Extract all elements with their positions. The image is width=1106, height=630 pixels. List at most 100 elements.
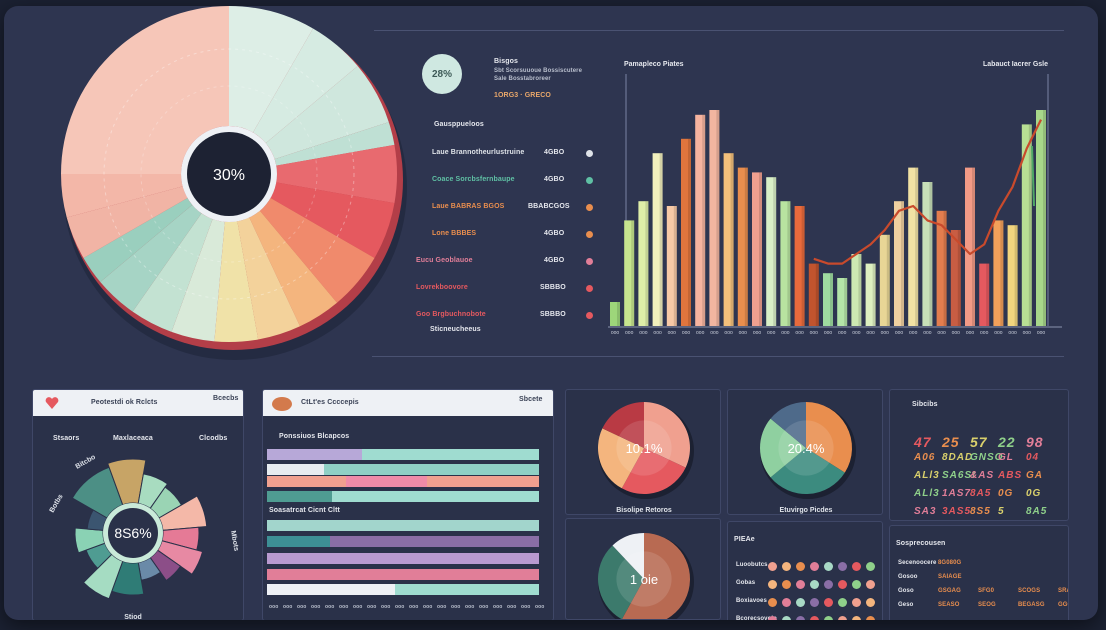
donut-segment (274, 122, 395, 166)
dot-mark (810, 598, 819, 607)
bar (823, 273, 833, 326)
x-tick-label: ooo (923, 330, 932, 336)
list-cell: SRAGSSGS (1058, 588, 1068, 594)
dot-mark (796, 562, 805, 571)
donut-segment (214, 221, 259, 342)
number-cell: 57 (970, 434, 988, 450)
radial-card: Peotestdi ok Rclcts Bcecbs Stsaors Maxla… (32, 389, 244, 620)
number-cell: 47 (914, 434, 932, 450)
bar (652, 153, 663, 326)
legend-item-label: Lone BBBES (432, 230, 477, 237)
dots-card-title: PIEAe (734, 536, 755, 543)
radial-card-title: Peotestdi ok Rclcts (91, 399, 158, 406)
bar-shade (659, 153, 663, 326)
legend-item-value: 4GBO (544, 230, 565, 237)
number-cell: 0G (998, 488, 1014, 499)
dot-mark (852, 562, 861, 571)
dots-card: PIEAe Luoobutcs Gobas Boxiavoes Bcorecsovoi… (727, 521, 883, 620)
bar-chart-title: Pamapleco Piates (624, 61, 684, 68)
x-tick-label: ooo (852, 330, 861, 336)
stacked-bar-segment (267, 536, 330, 547)
legend-item-dot (586, 204, 593, 211)
pie-title: Bisolipe Retoros (616, 507, 672, 514)
dot-mark (838, 616, 847, 620)
dot-mark (768, 616, 777, 620)
x-tick-label: ooo (838, 330, 847, 336)
dot-mark (852, 580, 861, 589)
x-tick-label: ooo (810, 330, 819, 336)
x-tick-label: ooo (909, 330, 918, 336)
x-tick-label: ooo (881, 330, 890, 336)
bar (965, 167, 975, 326)
bar-shade (872, 263, 876, 326)
bar (610, 302, 620, 326)
bar (837, 278, 848, 326)
dot-mark (768, 562, 777, 571)
x-tick-label: ooo (724, 330, 733, 336)
stacked-section-1: Ponssiuos Blcapcos (279, 433, 350, 440)
bar (979, 263, 990, 326)
donut-segment (171, 219, 225, 342)
stacked-bars-card: CtLt'es Ccccepis Sbcete Ponssiuos Blcapc… (262, 389, 554, 620)
number-cell: 8S5 (970, 506, 991, 517)
number-cell: 0G (1026, 488, 1042, 499)
bar (922, 182, 933, 326)
bar (1007, 225, 1018, 326)
bar-shade (929, 182, 933, 326)
dot-mark (768, 580, 777, 589)
bar-shade (673, 206, 677, 326)
pie-chart-3: 1 oie (598, 533, 694, 619)
list-cell: Geso (898, 602, 914, 608)
stacked-bar-segment (267, 464, 325, 475)
legend-item-dot (586, 231, 593, 238)
dots-row-label: Luoobutcs (736, 562, 768, 568)
legend-item-value: SBBBO (540, 284, 566, 291)
bar-chart-subtitle: Labauct Iacrer Gsle (983, 61, 1048, 68)
bar-shade (744, 167, 748, 326)
dot-mark (782, 580, 791, 589)
stacked-tick-label: ooo (437, 604, 447, 610)
number-cell: GL (998, 452, 1014, 463)
stacked-tick-label: ooo (395, 604, 405, 610)
x-tick-label: ooo (696, 330, 705, 336)
radial-right-label: Mbots (229, 530, 239, 552)
number-cell: 8A5 (970, 488, 992, 499)
number-cell: GNSO (970, 452, 1004, 463)
stacked-tick-label: ooo (367, 604, 377, 610)
dots-row-label: Bcorecsovoio (736, 616, 777, 620)
middle-divider (372, 356, 1064, 357)
bar (879, 234, 890, 326)
stacked-section-2: Soasatrcat Cicnt Cltt (269, 507, 340, 514)
x-tick-label: ooo (767, 330, 776, 336)
numbers-card: Sibcibs 47 25 57 22 98 A06 8DAD GNSO GL 04 ALl3 SA6… (889, 389, 1069, 521)
stacked-tick-label: ooo (353, 604, 363, 610)
donut-segment (237, 217, 300, 340)
pie-inner-highlight (778, 420, 834, 476)
bar (1036, 110, 1046, 326)
dot-mark (824, 562, 833, 571)
number-cell: &AS (970, 470, 995, 481)
dot-mark (866, 562, 875, 571)
pie-title: Etuvirgo Picdes (780, 507, 833, 514)
bar (950, 230, 961, 326)
pie-slice (806, 402, 852, 473)
pie-center-label: 1 oie (630, 572, 658, 587)
radial-left-label: Botbs (49, 493, 65, 514)
list-cell: GSGAG (938, 588, 961, 594)
stacked-tick-label: ooo (283, 604, 293, 610)
x-tick-label: ooo (668, 330, 677, 336)
legend-item-value: 4GBO (544, 257, 565, 264)
number-cell: SA6SI (942, 470, 976, 481)
bar-shade (773, 177, 777, 326)
dot-mark (796, 598, 805, 607)
bar (936, 210, 947, 326)
pie-slice (770, 448, 845, 494)
bar (681, 138, 691, 326)
stacked-bar-segment (362, 449, 539, 460)
legend-item-label: Laue Brannotheurlustruine (432, 149, 525, 156)
legend-section-title: Gausppueloos (434, 121, 484, 128)
pie-slice (602, 402, 644, 448)
bar (737, 167, 748, 326)
pie-slice (612, 533, 644, 579)
radial-col-3: Clcodbs (199, 435, 228, 442)
